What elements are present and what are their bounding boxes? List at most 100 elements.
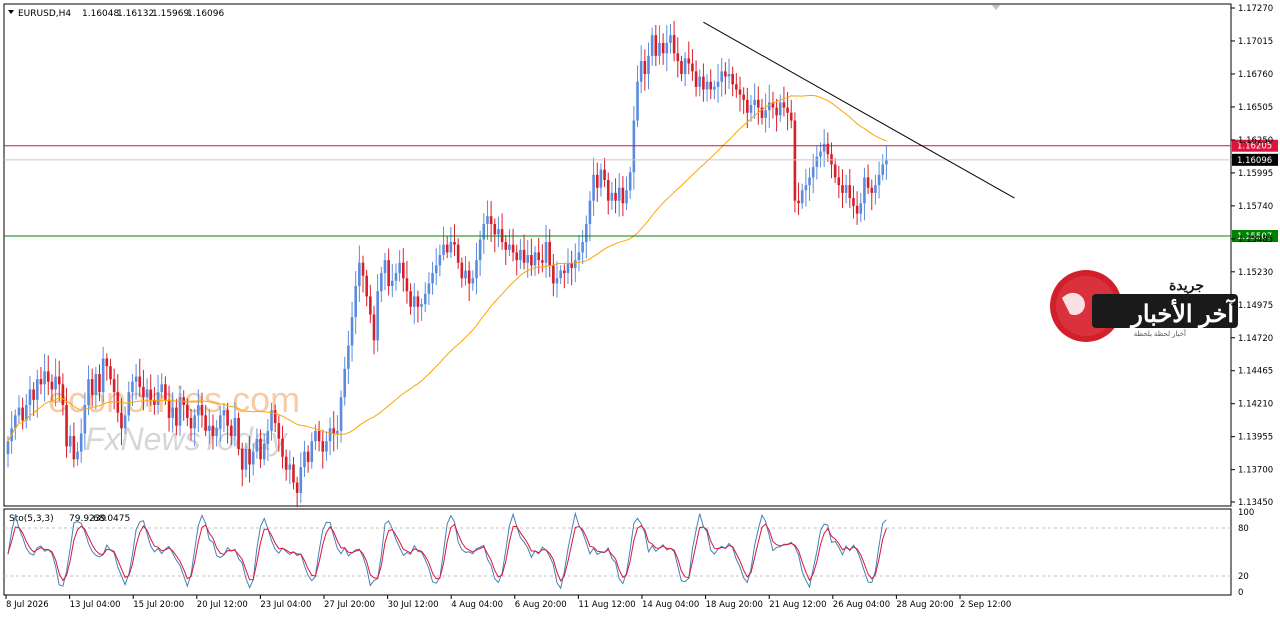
- candle-body: [94, 373, 98, 395]
- candle-body: [746, 99, 749, 113]
- candle-body: [727, 73, 731, 77]
- price-level-label: 1.16096: [1237, 156, 1272, 166]
- logo-tagline: أخبار لحظة بلحظة: [1134, 328, 1186, 338]
- candle-body: [822, 143, 826, 152]
- candle: [800, 183, 804, 209]
- candle-body: [771, 102, 775, 108]
- candle: [775, 98, 778, 132]
- candle: [72, 422, 76, 468]
- candle-body: [866, 177, 870, 188]
- candle-body: [837, 177, 841, 186]
- candle: [837, 165, 841, 199]
- candle-body: [65, 405, 68, 447]
- time-axis[interactable]: 8 Jul 2026 13 Jul 04:00 15 Jul 20:00 20 Jul…: [5, 595, 1011, 610]
- candle-body: [266, 430, 270, 444]
- candle-body: [658, 42, 661, 56]
- candle: [409, 283, 412, 315]
- candle: [650, 27, 654, 66]
- candle-body: [757, 99, 760, 108]
- candle: [105, 353, 109, 381]
- candle-body: [391, 280, 394, 287]
- candle: [687, 41, 691, 75]
- time-tick-label: 30 Jul 12:00: [388, 600, 439, 610]
- candle: [43, 353, 46, 402]
- candle-body: [79, 433, 83, 452]
- candle-body: [251, 451, 255, 465]
- candle-body: [775, 107, 778, 116]
- candle: [797, 182, 800, 216]
- candle-body: [588, 200, 592, 224]
- candle: [61, 373, 65, 416]
- candle-body: [229, 425, 233, 437]
- candle: [508, 229, 511, 257]
- price-levels-layer[interactable]: 1.16205 1.16096 1.15507: [4, 139, 1278, 242]
- candle-body: [449, 242, 453, 253]
- candle-body: [548, 242, 551, 266]
- trendline-layer[interactable]: [703, 21, 1015, 199]
- candle-body: [339, 397, 343, 431]
- candle-body: [240, 448, 244, 470]
- price-tick-label: 1.14210: [1238, 400, 1273, 410]
- candle-body: [87, 379, 90, 406]
- candle: [486, 200, 489, 240]
- candle: [844, 174, 848, 204]
- candle: [767, 84, 771, 128]
- candle: [138, 358, 142, 398]
- trendline[interactable]: [703, 21, 1015, 199]
- candle-body: [138, 376, 142, 387]
- candle: [14, 409, 17, 440]
- candle-body: [6, 441, 10, 455]
- candle-body: [35, 379, 39, 400]
- sto-tick-label: 20: [1238, 572, 1249, 582]
- candle-body: [259, 438, 262, 460]
- candle-body: [467, 270, 471, 284]
- candle-body: [877, 174, 881, 186]
- candle-body: [127, 392, 131, 416]
- candle-body: [412, 296, 416, 307]
- candle: [815, 145, 819, 180]
- time-tick-label: 23 Jul 04:00: [260, 600, 311, 610]
- candle: [705, 74, 709, 102]
- candle-body: [724, 71, 727, 77]
- candle: [197, 389, 200, 433]
- chart-shift-marker-icon[interactable]: [992, 5, 1000, 10]
- candle: [28, 376, 32, 421]
- candle-body: [317, 430, 321, 442]
- candle-body: [380, 273, 383, 292]
- candle-body: [519, 249, 522, 261]
- candle-body: [306, 451, 310, 462]
- candle-body: [273, 410, 277, 424]
- candle: [771, 91, 775, 119]
- candle-body: [639, 61, 643, 82]
- candle-body: [98, 373, 101, 393]
- candle-body: [581, 242, 584, 253]
- candle-body: [537, 252, 540, 261]
- candle-body: [592, 174, 595, 201]
- candle-body: [208, 425, 211, 431]
- candle: [317, 420, 321, 452]
- price-axis[interactable]: 1.17270 1.17015 1.16760 1.16505 1.16250 1.159…: [1231, 4, 1273, 598]
- candle: [727, 58, 731, 90]
- candle-body: [149, 389, 153, 400]
- time-tick-label: 11 Aug 12:00: [578, 600, 635, 610]
- candle-body: [555, 278, 559, 284]
- candle-body: [778, 102, 782, 116]
- candle-body: [848, 185, 852, 199]
- candle-body: [398, 262, 401, 274]
- candle: [826, 132, 830, 162]
- candle: [874, 174, 877, 205]
- dropdown-triangle-icon[interactable]: [8, 10, 14, 14]
- candle-body: [431, 273, 434, 284]
- candle-body: [57, 376, 61, 385]
- candle-body: [25, 405, 28, 421]
- candle-body: [328, 428, 332, 442]
- candle-body: [401, 262, 405, 279]
- candle: [665, 25, 669, 72]
- candle-body: [281, 438, 284, 457]
- candle-body: [628, 172, 632, 191]
- candle: [332, 411, 336, 452]
- candle: [654, 24, 658, 67]
- candle-body: [859, 203, 863, 214]
